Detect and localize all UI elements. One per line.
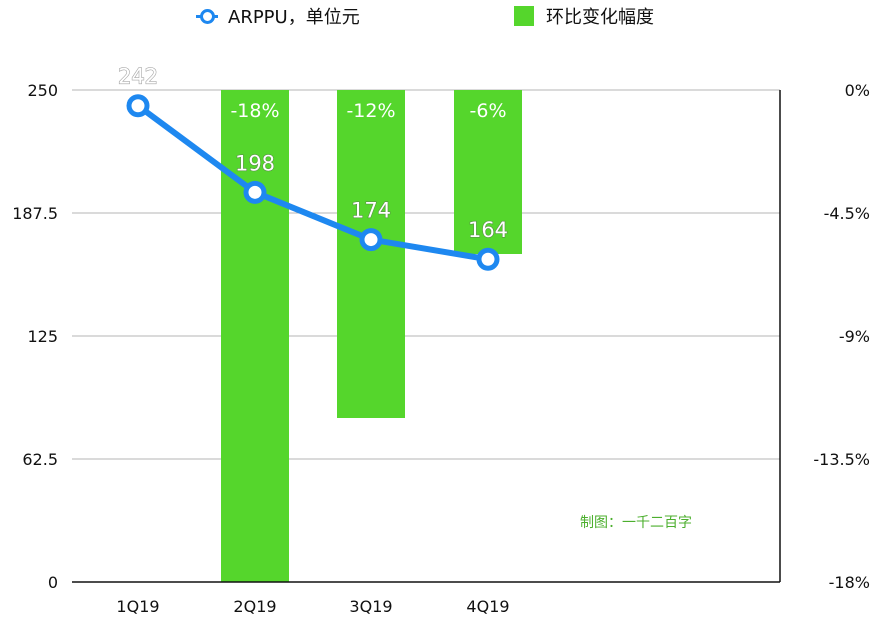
bar-value-label: -18% xyxy=(230,100,279,122)
data-labels: -18% -12% -6% 242 198 174 164 xyxy=(117,64,508,243)
y-right-tick-label: -9% xyxy=(839,327,870,346)
line-marker-icon xyxy=(196,8,218,24)
arppu-value-label: 242 xyxy=(118,65,158,89)
y-left-tick-label: 0 xyxy=(48,573,58,592)
y-right-tick-label: -13.5% xyxy=(813,450,870,469)
y-left-tick-label: 250 xyxy=(27,81,58,100)
legend-item-arppu[interactable]: ARPPU，单位元 xyxy=(196,4,360,28)
y-left-tick-label: 187.5 xyxy=(12,204,58,223)
bar-4Q19 xyxy=(454,90,522,254)
x-tick-label: 4Q19 xyxy=(466,597,509,616)
bar-series xyxy=(221,90,522,582)
bar-3Q19 xyxy=(337,90,405,418)
bar-swatch-icon xyxy=(514,6,534,26)
y-right-tick-label: -4.5% xyxy=(824,204,870,223)
x-tick-label: 3Q19 xyxy=(349,597,392,616)
bar-value-label: -12% xyxy=(346,100,395,122)
gridlines xyxy=(72,89,780,460)
arppu-line xyxy=(135,102,491,263)
y-right-tick-label: -18% xyxy=(829,573,870,592)
x-tick-label: 1Q19 xyxy=(116,597,159,616)
y-right-tick-label: 0% xyxy=(845,81,870,100)
y-left-tick-label: 125 xyxy=(27,327,58,346)
x-tick-label: 2Q19 xyxy=(233,597,276,616)
arppu-point-3Q19 xyxy=(359,228,383,252)
y-left-tick-label: 62.5 xyxy=(22,450,58,469)
line-series xyxy=(126,94,500,271)
bar-value-label: -6% xyxy=(470,100,507,122)
arppu-point-4Q19 xyxy=(476,247,500,271)
legend-item-qoq[interactable]: 环比变化幅度 xyxy=(514,4,654,28)
arppu-value-label: 174 xyxy=(351,199,391,223)
legend-label-arppu: ARPPU，单位元 xyxy=(228,7,360,28)
watermark-credit: 制图：一千二百字 xyxy=(580,515,692,531)
legend-label-qoq: 环比变化幅度 xyxy=(546,7,654,28)
arppu-point-2Q19 xyxy=(243,180,267,204)
arppu-value-label: 164 xyxy=(468,218,508,242)
arppu-point-1Q19 xyxy=(126,94,150,118)
arppu-value-label: 198 xyxy=(235,151,275,175)
axes: 0 62.5 125 187.5 250 0% -4.5% -9% -13.5% -18% 1Q19… xyxy=(12,81,870,616)
